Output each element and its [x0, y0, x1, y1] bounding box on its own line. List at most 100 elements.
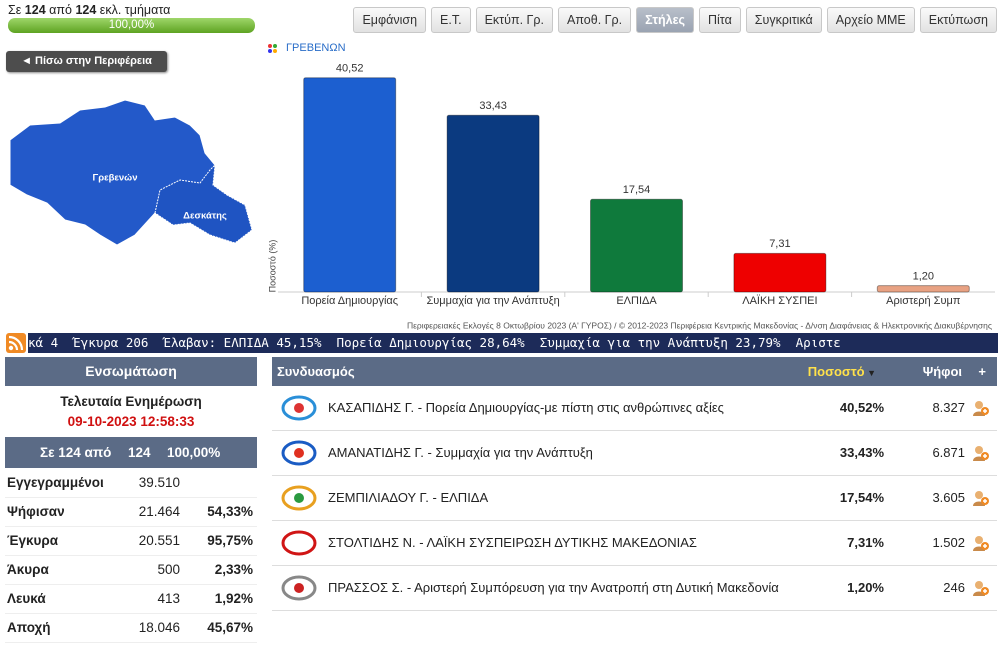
party-name: ΖΕΜΠΙΛΙΑΔΟΥ Γ. - ΕΛΠΙΔΑ	[328, 490, 489, 505]
results-header: Συνδυασμός Ποσοστό ▼ Ψήφοι +	[272, 357, 997, 386]
text: 124	[128, 445, 151, 460]
row-percent: 1,92%	[214, 591, 253, 606]
toolbar-button[interactable]: Αποθ. Γρ.	[558, 7, 632, 33]
row-label: Άκυρα	[7, 562, 49, 577]
progress-bar: 100,00%	[8, 18, 255, 33]
party-votes: 8.327	[932, 400, 965, 415]
row-label: Ψήφισαν	[7, 504, 65, 519]
text: Σε	[8, 3, 22, 17]
row-value: 20.551	[138, 533, 180, 548]
map: Γρεβενών Δεσκάτης	[9, 99, 253, 246]
row-value: 18.046	[138, 620, 180, 635]
party-logo	[281, 485, 317, 511]
x-tick-label: Συμμαχία για την Ανάπτυξη	[426, 295, 559, 307]
row-label: Λευκά	[7, 591, 46, 606]
toolbar-button[interactable]: Εκτύπ. Γρ.	[475, 7, 553, 33]
summary-row: Έγκυρα 20.551 95,75%	[5, 526, 257, 556]
bar	[303, 77, 397, 293]
party-votes: 3.605	[932, 490, 965, 505]
party-votes: 246	[943, 580, 965, 595]
column-header[interactable]: Ψήφοι	[922, 364, 962, 379]
details-icon[interactable]	[973, 400, 989, 416]
party-percent: 17,54%	[839, 490, 884, 505]
result-row[interactable]: ΠΡΑΣΣΟΣ Σ. - Αριστερή Συμπόρευση για την…	[272, 566, 997, 611]
bar	[876, 285, 970, 293]
row-percent: 95,75%	[207, 533, 253, 548]
footnote: Περιφερειακές Εκλογές 8 Οκτωβρίου 2023 (…	[407, 320, 992, 330]
map-label: Δεσκάτης	[183, 211, 227, 222]
result-row[interactable]: ΑΜΑΝΑΤΙΔΗΣ Γ. - Συμμαχία για την Ανάπτυξ…	[272, 431, 997, 476]
bar	[446, 114, 540, 293]
party-percent: 40,52%	[839, 400, 884, 415]
party-name: ΑΜΑΝΑΤΙΔΗΣ Γ. - Συμμαχία για την Ανάπτυξ…	[328, 445, 593, 460]
progress-text: Σε 124 από 124 εκλ. τμήματα	[8, 3, 170, 17]
details-icon[interactable]	[973, 580, 989, 596]
toolbar-button[interactable]: Ε.Τ.	[431, 7, 471, 33]
toolbar-button[interactable]: Στήλες	[636, 7, 694, 33]
ticker: κά 4 Έγκυρα 206 Έλαβαν: ΕΛΠΙΔΑ 45,15% Πο…	[28, 333, 998, 353]
row-label: Έγκυρα	[7, 533, 59, 548]
toolbar-button[interactable]: Αρχείο ΜΜΕ	[826, 7, 915, 33]
update-label: Τελευταία Ενημέρωση	[60, 394, 202, 409]
party-percent: 33,43%	[839, 445, 884, 460]
value-label: 7,31	[769, 238, 790, 250]
x-tick-label: ΕΛΠΙΔΑ	[616, 295, 657, 307]
party-logo	[281, 440, 317, 466]
text: από	[49, 3, 72, 17]
back-button[interactable]: ◄ Πίσω στην Περιφέρεια	[6, 51, 167, 72]
text: εκλ. τμήματα	[99, 3, 171, 17]
bar	[590, 198, 683, 293]
bar	[733, 252, 827, 293]
summary-row: Αποχή 18.046 45,67%	[5, 613, 257, 643]
text: 124	[75, 3, 97, 17]
result-row[interactable]: ΣΤΟΛΤΙΔΗΣ Ν. - ΛΑΪΚΗ ΣΥΣΠΕΙΡΩΣΗ ΔΥΤΙΚΗΣ …	[272, 521, 997, 566]
toolbar-button[interactable]: Εκτύπωση	[919, 7, 997, 33]
row-label: Αποχή	[7, 620, 51, 635]
value-label: 33,43	[479, 100, 507, 112]
chart: ΓΡΕΒΕΝΩΝ Ποσοστό (%) Περιφερειακές Εκλογ…	[267, 42, 995, 330]
details-icon[interactable]	[973, 445, 989, 461]
result-row[interactable]: ΚΑΣΑΠΙΔΗΣ Γ. - Πορεία Δημιουργίας-με πίσ…	[272, 386, 997, 431]
region-deskati[interactable]	[154, 163, 253, 244]
row-value: 21.464	[138, 504, 180, 519]
toolbar-button[interactable]: Συγκριτικά	[745, 7, 822, 33]
toolbar-button[interactable]: Εμφάνιση	[353, 7, 427, 33]
text: Ποσοστό	[807, 364, 865, 379]
map-label: Γρεβενών	[93, 173, 138, 184]
summary-row: Ψήφισαν 21.464 54,33%	[5, 497, 257, 527]
details-icon[interactable]	[973, 490, 989, 506]
column-header[interactable]: Συνδυασμός	[277, 364, 355, 379]
summary-header: Ενσωμάτωση	[5, 357, 257, 386]
row-value: 413	[157, 591, 180, 606]
party-votes: 1.502	[932, 535, 965, 550]
summary-row: Λευκά 413 1,92%	[5, 584, 257, 614]
party-logo	[281, 575, 317, 601]
party-votes: 6.871	[932, 445, 965, 460]
row-value: 39.510	[138, 475, 180, 490]
party-logo	[281, 395, 317, 421]
chart-title: ΓΡΕΒΕΝΩΝ	[286, 42, 346, 54]
summary-row: Εγγεγραμμένοι 39.510	[5, 468, 257, 498]
coverage-row: Σε 124 από 124 100,00%	[5, 437, 257, 468]
column-header[interactable]: Ποσοστό ▼	[807, 364, 876, 379]
row-value: 500	[157, 562, 180, 577]
party-percent: 1,20%	[847, 580, 884, 595]
row-label: Εγγεγραμμένοι	[7, 475, 104, 490]
party-name: ΚΑΣΑΠΙΔΗΣ Γ. - Πορεία Δημιουργίας-με πίσ…	[328, 400, 724, 415]
value-label: 40,52	[336, 63, 364, 75]
toolbar-button[interactable]: Πίτα	[699, 7, 741, 33]
party-percent: 7,31%	[847, 535, 884, 550]
rss-icon[interactable]	[6, 333, 26, 353]
party-logo	[281, 530, 317, 556]
party-name: ΠΡΑΣΣΟΣ Σ. - Αριστερή Συμπόρευση για την…	[328, 580, 779, 595]
column-header[interactable]: +	[978, 364, 986, 379]
update-time: 09-10-2023 12:58:33	[67, 414, 195, 429]
row-percent: 45,67%	[207, 620, 253, 635]
toolbar: Εμφάνιση Ε.Τ. Εκτύπ. Γρ. Αποθ. Γρ. Στήλες Πίτ…	[353, 7, 997, 33]
result-row[interactable]: ΖΕΜΠΙΛΙΑΔΟΥ Γ. - ΕΛΠΙΔΑ 17,54% 3.605	[272, 476, 997, 521]
text: 124	[24, 3, 46, 17]
text: 100,00%	[167, 445, 221, 460]
text: Σε 124 από	[40, 445, 112, 460]
details-icon[interactable]	[973, 535, 989, 551]
